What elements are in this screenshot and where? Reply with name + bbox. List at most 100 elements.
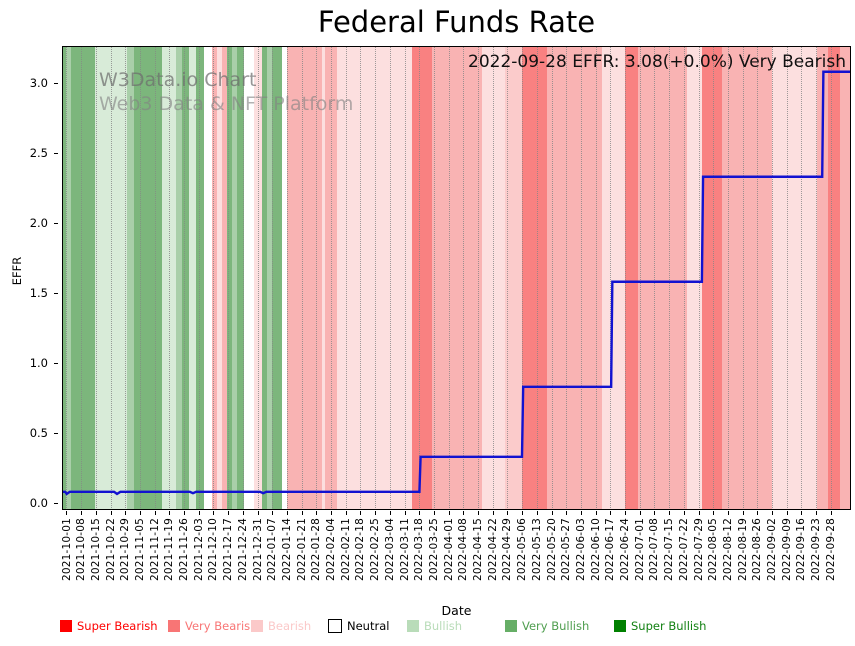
- x-tick-mark: [551, 511, 553, 515]
- x-tick-mark: [830, 511, 832, 515]
- x-tick-mark: [625, 511, 627, 515]
- gridline: [184, 46, 186, 510]
- sentiment-band-neutral: [204, 46, 212, 510]
- x-tick-label: 2021-12-10: [207, 518, 220, 582]
- gridline: [551, 46, 553, 510]
- gridline: [816, 46, 818, 510]
- sentiment-band-bullish: [161, 46, 176, 510]
- x-tick-mark: [742, 511, 744, 515]
- sentiment-band-bearish: [686, 46, 703, 510]
- sentiment-band-neutral: [244, 46, 254, 510]
- x-tick-label: 2022-01-28: [310, 518, 323, 582]
- x-tick-label: 2022-04-15: [472, 518, 485, 582]
- effr-step-line: [62, 72, 851, 494]
- gridline: [198, 46, 200, 510]
- x-tick-mark: [95, 511, 97, 515]
- x-tick-mark: [580, 511, 582, 515]
- sentiment-band-very_bullish: [262, 46, 267, 510]
- x-axis-ticks: 2021-10-01 2021-10-08 2021-10-15 2021-10-22…: [61, 510, 851, 620]
- x-tick-mark: [463, 511, 465, 515]
- x-tick-mark: [757, 511, 759, 515]
- x-tick-mark: [139, 511, 141, 515]
- x-tick-label: 2022-02-18: [354, 518, 367, 582]
- legend-swatch: [407, 620, 419, 632]
- x-tick-mark: [154, 511, 156, 515]
- y-tick-mark: [54, 222, 58, 224]
- plot-area: W3Data.io Chart Web3 Data & NFT Platform…: [62, 46, 851, 510]
- gridline: [669, 46, 671, 510]
- sentiment-band-very_bearish: [637, 46, 687, 510]
- y-tick-mark: [54, 82, 58, 84]
- x-tick-label: 2021-12-17: [222, 518, 235, 582]
- x-tick-mark: [433, 511, 435, 515]
- x-tick-label: 2021-10-22: [104, 518, 117, 582]
- legend-item-neutral: Neutral: [328, 619, 389, 633]
- x-tick-mark: [536, 511, 538, 515]
- latest-value-annotation: 2022-09-28 EFFR: 3.08(+0.0%) Very Bearis…: [468, 52, 846, 72]
- x-tick-mark: [228, 511, 230, 515]
- gridline: [286, 46, 288, 510]
- gridline: [389, 46, 391, 510]
- y-tick-label: 2.0: [29, 215, 48, 230]
- x-tick-mark: [331, 511, 333, 515]
- x-tick-mark: [198, 511, 200, 515]
- gridline: [772, 46, 774, 510]
- sentiment-band-very_bearish: [324, 46, 337, 510]
- gridline: [228, 46, 230, 510]
- gridline: [169, 46, 171, 510]
- y-tick-label: 1.5: [29, 285, 48, 300]
- gridline: [242, 46, 244, 510]
- x-tick-mark: [81, 511, 83, 515]
- y-tick-mark: [54, 432, 58, 434]
- x-tick-label: 2022-03-11: [398, 518, 411, 582]
- x-tick-mark: [213, 511, 215, 515]
- x-tick-label: 2022-08-26: [751, 518, 764, 582]
- gridline: [698, 46, 700, 510]
- x-tick-label: 2022-01-14: [280, 518, 293, 582]
- gridline: [272, 46, 274, 510]
- sentiment-band-very_bearish: [222, 46, 227, 510]
- x-tick-label: 2021-11-12: [148, 518, 161, 582]
- x-tick-mark: [257, 511, 259, 515]
- x-tick-mark: [595, 511, 597, 515]
- x-tick-label: 2022-03-04: [383, 518, 396, 582]
- gridline: [595, 46, 597, 510]
- legend-swatch: [614, 620, 626, 632]
- x-tick-mark: [507, 511, 509, 515]
- x-tick-mark: [110, 511, 112, 515]
- x-tick-mark: [125, 511, 127, 515]
- sentiment-band-very_bearish: [431, 46, 482, 510]
- y-tick-mark: [54, 292, 58, 294]
- sentiment-band-bullish_mid: [127, 46, 135, 510]
- sentiment-band-very_bearish: [721, 46, 772, 510]
- x-tick-label: 2022-09-28: [824, 518, 837, 582]
- x-tick-label: 2022-05-06: [516, 518, 529, 582]
- x-tick-label: 2022-06-24: [619, 518, 632, 582]
- x-tick-label: 2021-12-24: [236, 518, 249, 582]
- x-tick-label: 2021-11-19: [163, 518, 176, 582]
- gridline: [154, 46, 156, 510]
- legend-item-bullish: Bullish: [407, 619, 462, 633]
- sentiment-band-very_bullish: [70, 46, 95, 510]
- x-tick-mark: [654, 511, 656, 515]
- x-tick-label: 2022-04-29: [501, 518, 514, 582]
- gridline: [66, 46, 68, 510]
- x-tick-mark: [184, 511, 186, 515]
- gridline: [257, 46, 259, 510]
- sentiment-band-bearish: [601, 46, 626, 510]
- sentiment-band-very_bearish: [816, 46, 828, 510]
- gridline: [830, 46, 832, 510]
- gridline: [507, 46, 509, 510]
- sentiment-band-bearish: [216, 46, 222, 510]
- legend-label: Neutral: [347, 619, 390, 633]
- legend-label: Bearish: [268, 619, 312, 633]
- x-tick-mark: [478, 511, 480, 515]
- x-tick-mark: [316, 511, 318, 515]
- legend-swatch: [328, 619, 342, 633]
- gridline: [580, 46, 582, 510]
- x-tick-label: 2022-06-03: [574, 518, 587, 582]
- sentiment-band-neutral: [281, 46, 288, 510]
- sentiment-band-super_bearish: [521, 46, 547, 510]
- x-axis-label: Date: [441, 603, 472, 618]
- legend-item-super-bearish: Super Bearish: [60, 619, 158, 633]
